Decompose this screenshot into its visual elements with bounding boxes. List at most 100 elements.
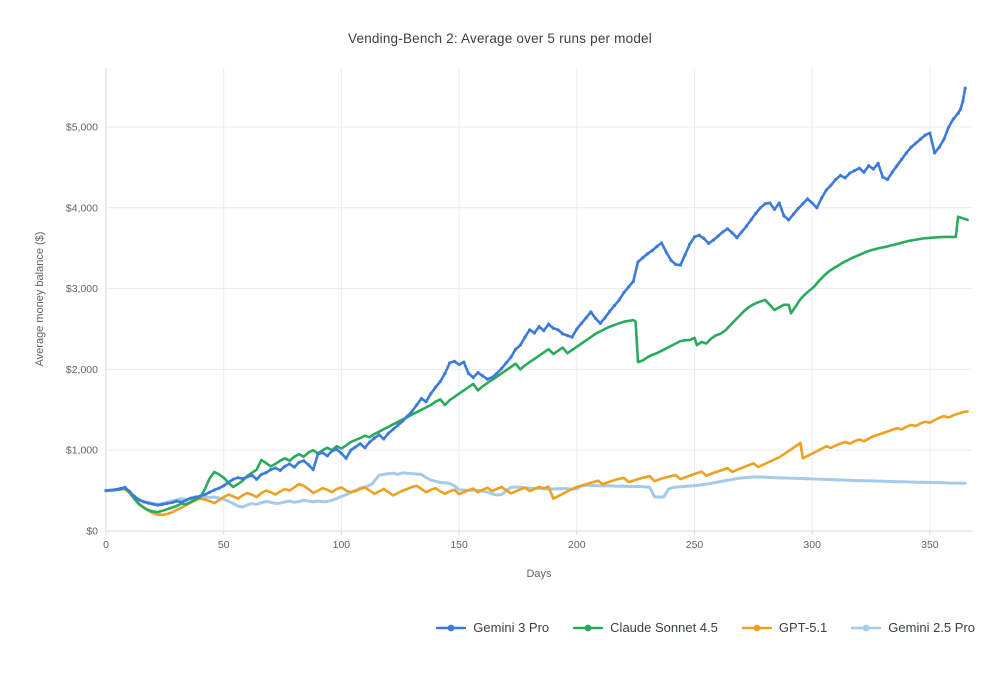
- series-marker-gemini-3-pro: [730, 231, 734, 235]
- series-marker-gemini-3-pro: [914, 141, 918, 145]
- series-marker-gemini-3-pro: [207, 490, 212, 494]
- series-marker-gemini-3-pro: [405, 414, 409, 418]
- x-tick-label-150: 150: [450, 539, 468, 551]
- series-marker-gemini-3-pro: [683, 253, 687, 257]
- series-marker-gemini-3-pro: [584, 316, 588, 320]
- series-marker-gemini-3-pro: [316, 452, 320, 456]
- legend-marker-icon: [573, 624, 604, 631]
- series-marker-gemini-3-pro: [963, 86, 967, 90]
- series-marker-gemini-3-pro: [189, 496, 193, 500]
- series-marker-gemini-3-pro: [518, 343, 522, 347]
- x-tick-label-250: 250: [686, 539, 704, 551]
- series-marker-gemini-3-pro: [904, 151, 908, 155]
- series-marker-gemini-3-pro: [890, 170, 894, 174]
- series-marker-gemini-3-pro: [485, 377, 489, 381]
- series-marker-gemini-3-pro: [749, 218, 753, 222]
- series-marker-gemini-3-pro: [791, 212, 795, 216]
- series-marker-gemini-3-pro: [848, 171, 852, 175]
- series-marker-gemini-3-pro: [151, 502, 155, 506]
- series-marker-gemini-3-pro: [513, 347, 518, 351]
- series-marker-gemini-3-pro: [820, 196, 824, 200]
- series-marker-gemini-3-pro: [532, 331, 537, 335]
- series-marker-gemini-3-pro: [594, 316, 598, 321]
- series-marker-gemini-3-pro: [754, 211, 758, 216]
- series-marker-gemini-3-pro: [165, 501, 169, 505]
- series-marker-gemini-3-pro: [659, 241, 664, 245]
- x-tick-label-350: 350: [921, 539, 939, 551]
- series-marker-gemini-3-pro: [226, 480, 231, 485]
- x-tick-label-50: 50: [218, 539, 230, 551]
- series-marker-gemini-3-pro: [958, 107, 963, 111]
- series-marker-gemini-3-pro: [876, 161, 880, 165]
- series-marker-gemini-3-pro: [349, 448, 353, 452]
- series-marker-gemini-3-pro: [951, 117, 956, 121]
- series-marker-gemini-3-pro: [678, 263, 682, 267]
- series-marker-gemini-3-pro: [575, 327, 579, 331]
- series-marker-gemini-3-pro: [132, 494, 136, 498]
- series-marker-gemini-3-pro: [457, 362, 461, 367]
- series-marker-gemini-3-pro: [815, 206, 819, 210]
- series-marker-gemini-3-pro: [918, 137, 923, 141]
- series-marker-gemini-3-pro: [881, 175, 885, 179]
- y-tick-label-1000: $1,000: [66, 445, 98, 457]
- series-marker-gemini-3-pro: [311, 467, 315, 472]
- series-marker-gemini-3-pro: [231, 477, 235, 481]
- series-marker-gemini-3-pro: [142, 500, 146, 504]
- series-marker-gemini-3-pro: [401, 419, 405, 423]
- series-marker-gemini-3-pro: [947, 125, 951, 129]
- series-marker-gemini-3-pro: [499, 366, 504, 371]
- series-marker-gemini-3-pro: [603, 316, 607, 320]
- series-marker-gemini-3-pro: [452, 359, 456, 363]
- series-marker-gemini-3-pro: [302, 459, 306, 463]
- series-marker-gemini-3-pro: [834, 177, 838, 182]
- series-marker-gemini-3-pro: [758, 206, 763, 210]
- series-marker-gemini-3-pro: [551, 326, 555, 330]
- series-marker-gemini-3-pro: [961, 99, 965, 103]
- series-marker-gemini-3-pro: [523, 335, 527, 339]
- series-marker-gemini-3-pro: [608, 309, 612, 313]
- series-marker-gemini-3-pro: [867, 164, 871, 168]
- series-line-claude-sonnet-4-5: [104, 215, 969, 514]
- series-marker-gemini-3-pro: [391, 427, 395, 431]
- series-marker-gemini-3-pro: [495, 371, 499, 376]
- series-marker-gemini-3-pro: [330, 449, 334, 453]
- series-marker-gemini-3-pro: [636, 260, 640, 264]
- series-marker-gemini-3-pro: [382, 437, 386, 441]
- series-marker-gemini-3-pro: [504, 361, 508, 365]
- series-marker-gemini-3-pro: [160, 502, 165, 506]
- legend-label: Gemini 3 Pro: [473, 620, 550, 635]
- series-marker-gemini-3-pro: [320, 451, 325, 455]
- series-marker-gemini-3-pro: [702, 236, 706, 241]
- series-marker-gemini-3-pro: [222, 484, 226, 488]
- series-marker-gemini-3-pro: [871, 167, 876, 171]
- series-marker-gemini-3-pro: [707, 241, 711, 245]
- series-marker-gemini-3-pro: [650, 249, 654, 253]
- series-marker-gemini-3-pro: [283, 464, 287, 468]
- series-marker-gemini-3-pro: [862, 170, 866, 174]
- series-marker-gemini-3-pro: [857, 166, 861, 170]
- series-marker-gemini-3-pro: [363, 446, 367, 450]
- y-tick-label-3000: $3,000: [66, 283, 98, 295]
- series-marker-gemini-3-pro: [433, 385, 438, 389]
- series-marker-gemini-3-pro: [556, 328, 560, 332]
- series-marker-gemini-3-pro: [631, 279, 635, 283]
- legend-label: Claude Sonnet 4.5: [610, 620, 718, 635]
- series-marker-gemini-3-pro: [264, 471, 268, 475]
- legend-marker-icon: [436, 624, 467, 631]
- series-marker-gemini-3-pro: [137, 498, 141, 502]
- series-marker-gemini-3-pro: [900, 157, 904, 161]
- series-marker-gemini-3-pro: [956, 111, 960, 115]
- series-marker-gemini-3-pro: [292, 465, 296, 469]
- series-marker-gemini-3-pro: [692, 235, 697, 239]
- series-marker-gemini-3-pro: [118, 486, 122, 491]
- series-marker-gemini-3-pro: [358, 442, 362, 446]
- series-marker-gemini-3-pro: [448, 361, 452, 365]
- series-marker-gemini-3-pro: [655, 244, 659, 249]
- series-marker-gemini-3-pro: [933, 151, 937, 155]
- series-marker-gemini-3-pro: [843, 176, 847, 180]
- series-marker-gemini-3-pro: [335, 447, 339, 451]
- series-marker-gemini-3-pro: [716, 234, 720, 238]
- series-marker-gemini-3-pro: [805, 197, 810, 201]
- series-marker-gemini-3-pro: [542, 329, 546, 333]
